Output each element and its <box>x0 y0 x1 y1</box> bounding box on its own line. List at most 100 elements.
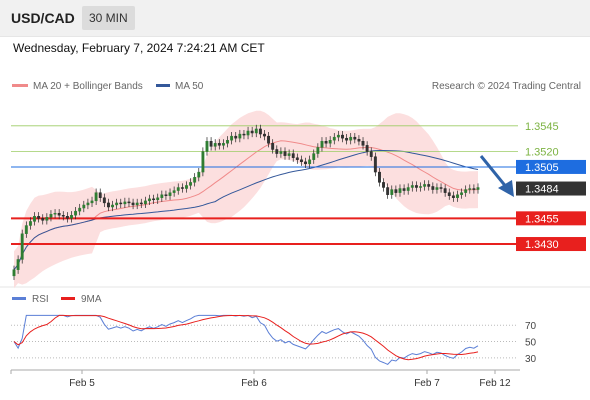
candle-down <box>234 135 238 139</box>
candle <box>20 229 24 264</box>
candle <box>410 181 414 192</box>
candle <box>267 132 271 148</box>
candle-up <box>82 204 86 209</box>
candle-down <box>472 188 476 190</box>
candle <box>464 185 468 197</box>
candle-up <box>456 194 459 198</box>
candle-up <box>419 186 422 188</box>
candle <box>33 212 36 226</box>
level-tag-1.3430 <box>516 237 586 252</box>
candle <box>291 149 295 162</box>
candle <box>49 210 53 222</box>
x-tick-label: Feb 12 <box>479 378 511 389</box>
level-tag-1.3505 <box>516 159 586 174</box>
candle <box>217 139 221 150</box>
candle <box>472 184 476 194</box>
candle-up <box>435 187 439 190</box>
candle <box>78 203 82 216</box>
candle <box>250 126 254 138</box>
candle-up <box>172 190 176 193</box>
candle <box>98 188 102 202</box>
candle <box>443 184 447 197</box>
candle <box>382 178 385 192</box>
candle <box>172 186 176 197</box>
candle-up <box>336 134 340 138</box>
level-label-1.3430: 1.3430 <box>525 239 559 251</box>
candle-up <box>45 217 49 221</box>
candle-down <box>271 143 275 150</box>
candle <box>263 129 266 141</box>
candle <box>185 181 188 193</box>
candle-up <box>349 136 353 141</box>
candle <box>176 183 180 195</box>
timestamp: Wednesday, February 7, 2024 7:24:21 AM C… <box>13 41 265 55</box>
rsi-tick-30: 30 <box>525 354 537 365</box>
candle-down <box>107 202 110 208</box>
candle <box>12 265 16 280</box>
candle <box>287 149 291 160</box>
ma50-legend-label: MA 50 <box>175 81 204 92</box>
candles <box>12 124 480 280</box>
candle <box>246 126 250 140</box>
candle-down <box>283 151 287 156</box>
candle <box>447 188 451 200</box>
candle-down <box>275 149 279 154</box>
candle <box>336 130 340 142</box>
candle <box>332 133 336 145</box>
candle-down <box>414 185 418 188</box>
candle <box>86 198 90 210</box>
candle <box>279 147 283 158</box>
rsi-tick-70: 70 <box>525 321 537 332</box>
candle-down <box>431 186 435 190</box>
candle-up <box>12 269 16 277</box>
candle-up <box>168 192 172 196</box>
candle-up <box>74 210 78 216</box>
candle <box>304 157 307 168</box>
level-label-1.3545: 1.3545 <box>525 121 559 133</box>
candle <box>316 143 320 158</box>
candle <box>456 190 459 202</box>
candle <box>111 200 114 212</box>
candle-up <box>111 204 114 208</box>
candle <box>419 182 422 192</box>
candle-down <box>127 201 131 204</box>
candle-up <box>94 192 98 202</box>
candle <box>53 209 57 219</box>
timeframe-button[interactable]: 30 MIN <box>82 6 135 30</box>
candle-down <box>41 218 45 221</box>
candle-up <box>390 189 394 195</box>
candle <box>164 190 168 200</box>
candle-down <box>451 195 455 198</box>
candle <box>398 184 402 197</box>
level-label-1.3484: 1.3484 <box>525 184 559 196</box>
candle <box>427 180 431 191</box>
candle-up <box>226 140 229 144</box>
candle <box>386 183 390 199</box>
candle <box>468 184 472 194</box>
candle-up <box>464 189 468 193</box>
candle <box>226 136 229 148</box>
candle <box>152 194 156 204</box>
candle-up <box>86 202 90 206</box>
candle-up <box>24 225 28 234</box>
candle-down <box>152 198 156 201</box>
candle-down <box>300 159 303 163</box>
candle-down <box>57 212 61 216</box>
candle <box>365 141 369 156</box>
candle-down <box>209 141 213 147</box>
candle <box>341 130 344 143</box>
candle-down <box>369 151 373 157</box>
candle-down <box>65 216 69 219</box>
candle-up <box>78 207 82 212</box>
rsi-legend-swatch <box>12 297 26 300</box>
candle-up <box>476 187 480 190</box>
candle-down <box>427 184 431 187</box>
candle-up <box>423 184 427 187</box>
candle-down <box>439 187 443 189</box>
candle-down <box>61 215 65 217</box>
candle-up <box>221 143 225 146</box>
rsi-panel: 70 50 30 <box>11 314 537 366</box>
candle <box>160 190 164 202</box>
candle-down <box>357 138 361 142</box>
candle <box>238 129 242 143</box>
